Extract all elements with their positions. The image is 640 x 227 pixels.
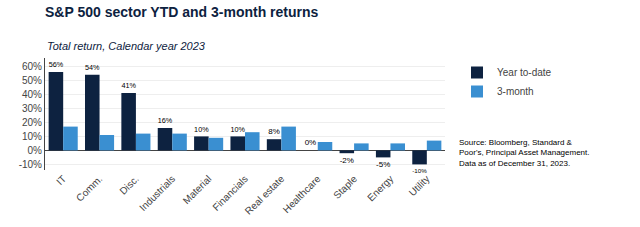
svg-text:54%: 54% (85, 63, 100, 72)
svg-text:60%: 60% (22, 61, 42, 72)
svg-text:50%: 50% (22, 75, 42, 86)
svg-text:IT: IT (54, 173, 68, 187)
svg-text:20%: 20% (22, 117, 42, 128)
svg-text:-10%: -10% (412, 167, 427, 174)
svg-text:0%: 0% (28, 145, 43, 156)
svg-text:8%: 8% (268, 127, 280, 136)
svg-text:S&P 500 sector YTD and 3-month: S&P 500 sector YTD and 3-month returns (45, 4, 319, 20)
svg-text:Utility: Utility (407, 173, 432, 198)
svg-text:Industrials: Industrials (137, 173, 177, 213)
svg-text:Staple: Staple (331, 173, 359, 201)
svg-text:0%: 0% (305, 138, 317, 147)
svg-text:-2%: -2% (340, 156, 354, 165)
svg-text:Comm.: Comm. (74, 173, 105, 204)
svg-text:40%: 40% (22, 89, 42, 100)
svg-text:Healthcare: Healthcare (281, 173, 323, 215)
svg-text:Material: Material (181, 173, 214, 206)
svg-text:16%: 16% (158, 116, 173, 125)
svg-text:Financials: Financials (210, 173, 250, 213)
svg-text:Disc.: Disc. (117, 173, 141, 197)
svg-text:Total return, Calendar year 20: Total return, Calendar year 2023 (47, 40, 206, 52)
svg-text:-10%: -10% (19, 159, 42, 170)
svg-text:Source: Bloomberg, Standard &P: Source: Bloomberg, Standard &Poor's, Pri… (459, 138, 589, 168)
svg-text:3-month: 3-month (497, 86, 534, 97)
svg-text:Year to-date: Year to-date (497, 67, 552, 78)
svg-text:10%: 10% (194, 125, 209, 134)
svg-text:10%: 10% (230, 125, 245, 134)
svg-text:41%: 41% (121, 81, 136, 90)
svg-text:Real estate: Real estate (243, 173, 287, 217)
svg-text:56%: 56% (49, 60, 64, 69)
svg-text:10%: 10% (22, 131, 42, 142)
svg-text:Energy: Energy (365, 173, 395, 203)
svg-text:-5%: -5% (376, 160, 390, 169)
svg-text:30%: 30% (22, 103, 42, 114)
